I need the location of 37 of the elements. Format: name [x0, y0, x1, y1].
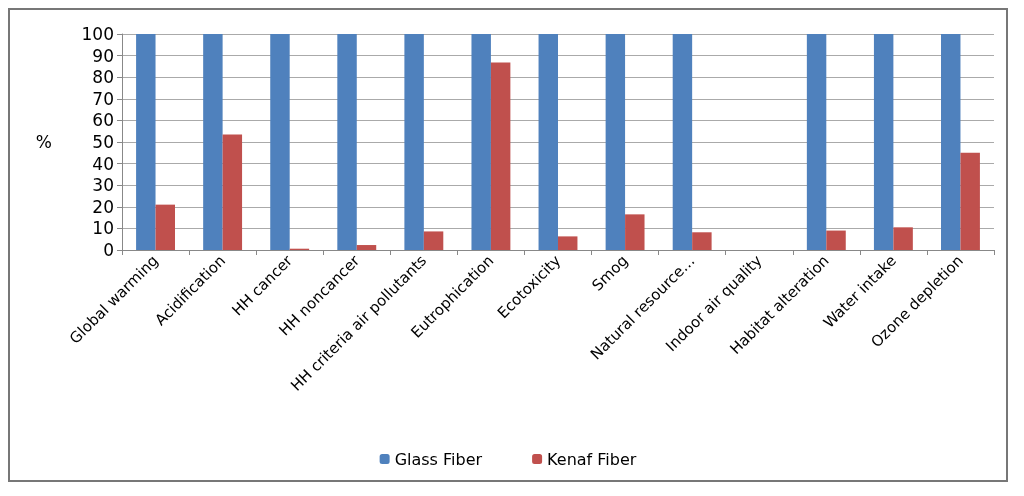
bar	[337, 34, 357, 250]
bar	[404, 34, 424, 250]
bar	[490, 62, 511, 250]
y-tick-label: 70	[92, 88, 114, 109]
bar	[203, 34, 223, 250]
y-tick-label: 80	[92, 67, 114, 88]
bar	[222, 134, 243, 250]
bar	[672, 34, 693, 250]
bar	[155, 204, 175, 250]
bar	[605, 34, 626, 250]
bar	[625, 214, 645, 250]
y-tick-label: 0	[103, 240, 114, 260]
y-tick-label: 10	[92, 218, 114, 239]
y-tick-label: 40	[92, 153, 114, 174]
bar	[893, 227, 913, 250]
bar	[356, 245, 377, 250]
bar	[941, 34, 961, 250]
bar	[960, 152, 980, 250]
bar	[826, 230, 846, 250]
y-tick-label: 90	[92, 45, 114, 66]
y-axis-title: %	[35, 132, 52, 152]
y-tick-label: 50	[92, 132, 114, 152]
bar	[423, 231, 444, 250]
bar	[136, 34, 156, 250]
bar	[558, 236, 578, 250]
legend-label: Kenaf Fiber	[547, 449, 637, 469]
bar	[873, 34, 894, 250]
y-tick-label: 60	[92, 110, 114, 131]
legend-label: Glass Fiber	[394, 449, 483, 469]
bar	[692, 232, 712, 250]
bar	[538, 34, 558, 250]
bar	[471, 34, 491, 250]
y-tick-label: 100	[81, 24, 114, 44]
bar	[270, 34, 290, 250]
y-tick-label: 30	[92, 175, 114, 196]
bar	[806, 34, 827, 250]
y-tick-label: 20	[92, 196, 114, 217]
